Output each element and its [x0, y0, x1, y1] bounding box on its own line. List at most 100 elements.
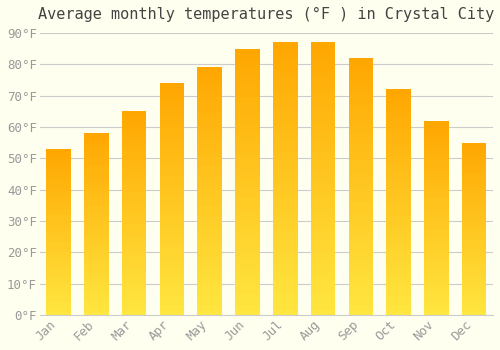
Bar	[46, 248, 71, 252]
Bar	[84, 202, 108, 206]
Bar	[462, 156, 486, 160]
Bar	[311, 222, 336, 228]
Bar	[46, 292, 71, 295]
Bar	[424, 132, 448, 136]
Bar	[424, 218, 448, 222]
Bar	[84, 177, 108, 181]
Bar	[46, 235, 71, 239]
Bar	[235, 64, 260, 70]
Bar	[235, 278, 260, 283]
Bar	[273, 282, 297, 288]
Bar	[235, 54, 260, 59]
Bar	[46, 169, 71, 172]
Bar	[311, 173, 336, 179]
Bar	[160, 144, 184, 148]
Bar	[424, 253, 448, 257]
Bar	[462, 305, 486, 308]
Bar	[273, 64, 297, 70]
Bar	[235, 123, 260, 128]
Bar	[311, 140, 336, 146]
Bar	[46, 239, 71, 242]
Bar	[424, 292, 448, 296]
Bar	[235, 49, 260, 54]
Bar	[198, 92, 222, 97]
Bar	[386, 198, 411, 202]
Bar	[122, 225, 146, 230]
Bar	[198, 196, 222, 201]
Bar	[462, 298, 486, 301]
Bar	[160, 120, 184, 125]
Bar	[424, 175, 448, 179]
Bar	[122, 144, 146, 148]
Bar	[84, 213, 108, 217]
Bar	[462, 153, 486, 156]
Bar	[424, 140, 448, 144]
Bar	[462, 267, 486, 270]
Bar	[462, 208, 486, 212]
Bar	[198, 82, 222, 87]
Bar	[160, 125, 184, 130]
Bar	[273, 211, 297, 217]
Bar	[348, 135, 373, 140]
Bar	[386, 266, 411, 270]
Bar	[273, 255, 297, 261]
Bar	[160, 208, 184, 213]
Bar	[160, 176, 184, 181]
Bar	[235, 219, 260, 224]
Bar	[122, 152, 146, 156]
Bar	[424, 249, 448, 253]
Bar	[273, 119, 297, 124]
Bar	[122, 136, 146, 140]
Bar	[462, 308, 486, 312]
Bar	[46, 252, 71, 255]
Bar	[160, 292, 184, 296]
Bar	[273, 250, 297, 255]
Bar	[311, 48, 336, 53]
Bar	[46, 285, 71, 288]
Bar	[348, 305, 373, 310]
Bar	[198, 295, 222, 300]
Bar	[462, 174, 486, 177]
Bar	[348, 259, 373, 264]
Bar	[235, 230, 260, 235]
Bar	[122, 209, 146, 213]
Bar	[386, 302, 411, 306]
Bar	[46, 282, 71, 285]
Bar	[235, 70, 260, 75]
Bar	[198, 172, 222, 176]
Bar	[84, 188, 108, 191]
Bar	[273, 42, 297, 48]
Bar	[160, 273, 184, 278]
Bar	[46, 229, 71, 232]
Bar	[462, 274, 486, 277]
Bar	[46, 159, 71, 162]
Bar	[311, 157, 336, 162]
Bar	[462, 218, 486, 222]
Bar	[424, 214, 448, 218]
Bar	[122, 148, 146, 152]
Bar	[84, 268, 108, 272]
Bar	[311, 124, 336, 130]
Bar	[122, 291, 146, 295]
Bar	[424, 210, 448, 214]
Bar	[46, 312, 71, 315]
Bar	[198, 137, 222, 142]
Bar	[424, 156, 448, 160]
Bar	[386, 220, 411, 225]
Bar	[46, 179, 71, 182]
Bar	[122, 299, 146, 303]
Bar	[386, 297, 411, 302]
Bar	[462, 264, 486, 267]
Bar	[84, 181, 108, 184]
Bar	[160, 246, 184, 250]
Bar	[462, 294, 486, 298]
Bar	[84, 235, 108, 239]
Bar	[462, 188, 486, 191]
Bar	[273, 173, 297, 179]
Bar	[122, 217, 146, 222]
Bar	[273, 162, 297, 168]
Bar	[462, 222, 486, 225]
Bar	[198, 310, 222, 315]
Bar	[386, 270, 411, 274]
Bar	[122, 164, 146, 168]
